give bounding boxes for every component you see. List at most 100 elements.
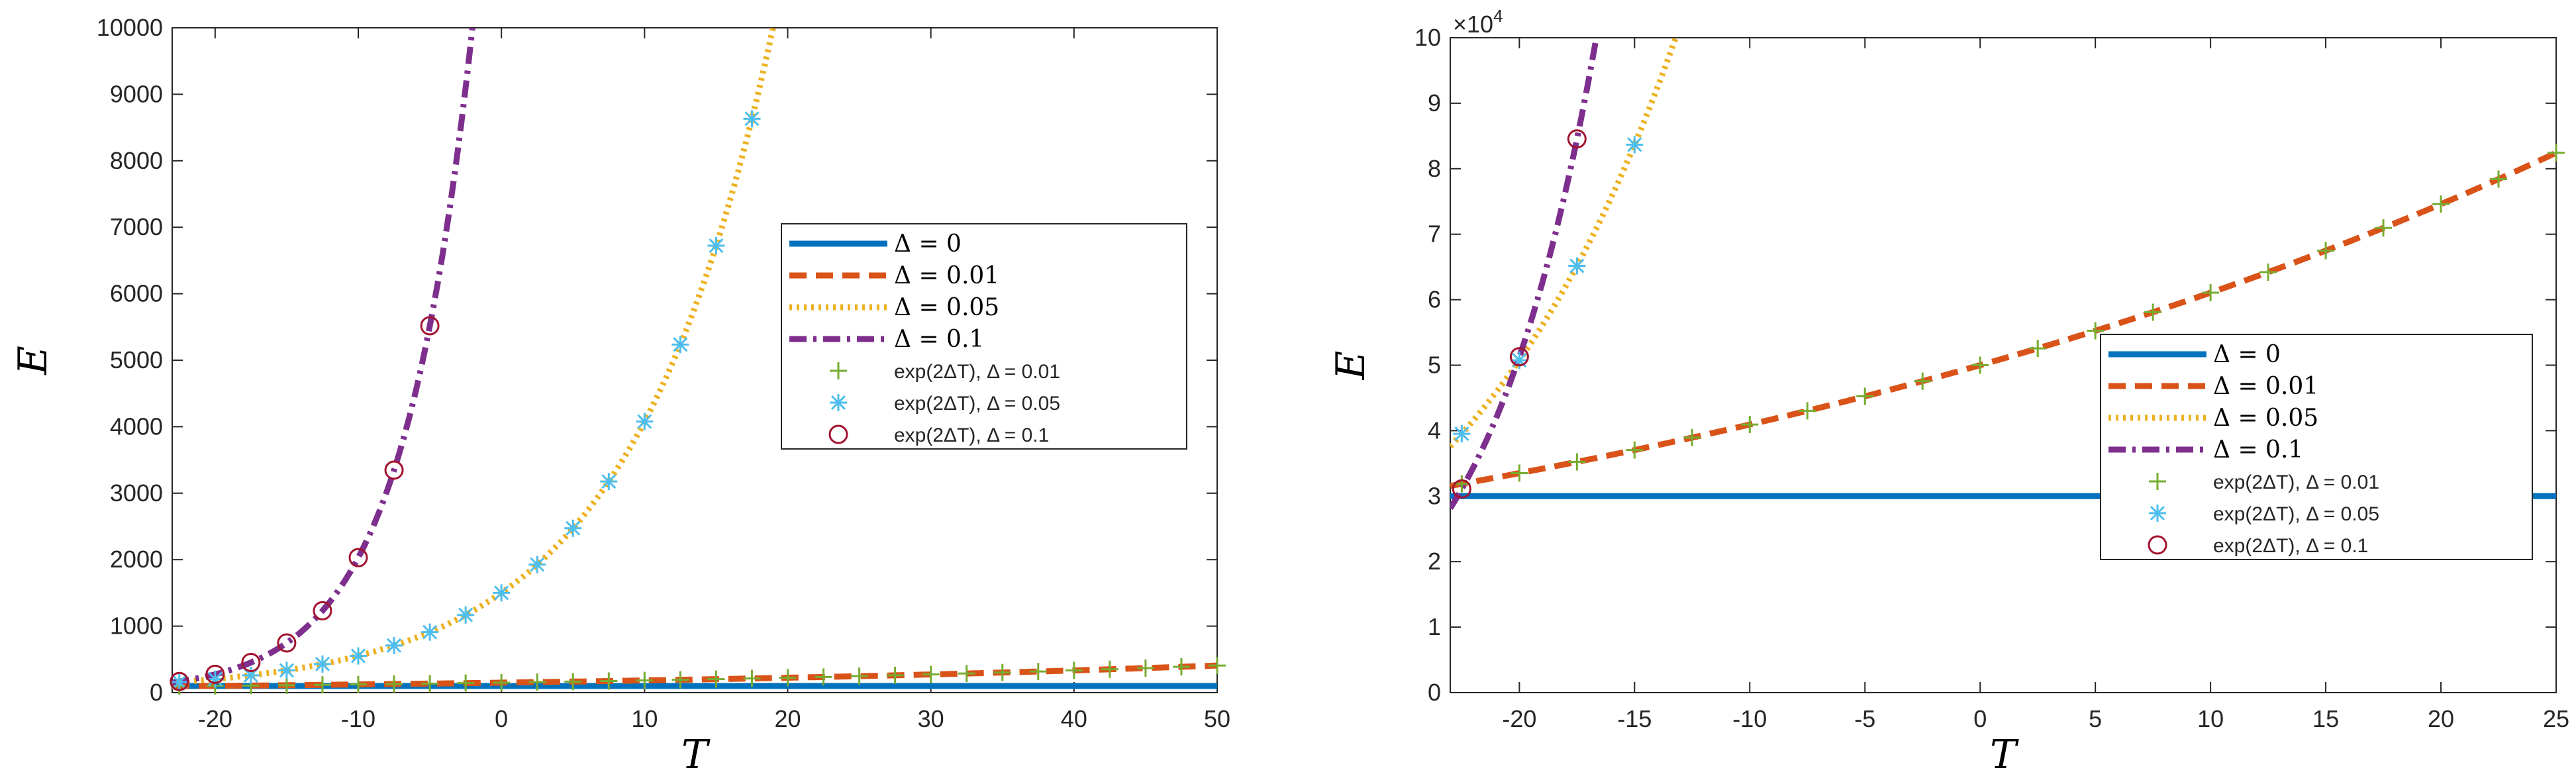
marker-plus [671,671,689,689]
marker-plus [779,669,797,687]
marker-plus [886,666,904,684]
y-exponent-label: ×104 [1453,6,1503,38]
marker-asterisk [421,623,439,641]
marker-asterisk [493,584,511,602]
y-tick-label: 4000 [110,413,163,440]
legend-label: Δ = 0.01 [894,262,999,289]
series-line-1 [172,662,1217,689]
series-line-3 [172,28,475,686]
legend-label: Δ = 0.05 [894,294,999,321]
y-tick-label: 0 [150,679,163,706]
marker-plus [2548,144,2565,162]
marker-plus [707,670,725,688]
marker-plus [1065,661,1083,679]
marker-plus [600,672,618,690]
marker-plus [1856,387,1874,405]
marker-plus [2317,242,2335,260]
legend-label: Δ = 0.01 [2213,373,2318,400]
marker-plus [1511,464,1528,482]
marker-circle [1509,347,1529,367]
x-tick-label: 0 [1973,705,1987,732]
x-axis-label: T [1990,732,2019,778]
marker-plus [277,676,295,694]
legend-marker-circle [828,424,848,444]
x-tick-label: -20 [1502,705,1536,732]
y-tick-label: 4 [1428,416,1441,444]
x-tick-label: -5 [1854,705,1875,732]
legend: Δ = 0 Δ = 0.01 Δ = 0.05 Δ = 0.1 exp(2ΔT), Δ … [781,223,1187,450]
marker-plus [2375,219,2393,237]
marker-plus [313,676,331,694]
marker-circle [348,548,368,567]
series-line-3 [1450,38,1600,511]
marker-plus [1029,663,1047,681]
marker-asterisk [242,666,260,684]
y-tick-label: 0 [1428,679,1441,706]
marker-circle [420,316,440,336]
marker-plus [457,674,475,692]
marker-asterisk [1511,352,1528,369]
x-tick-label: 5 [2089,705,2102,732]
legend-marker-asterisk [830,394,847,411]
marker-asterisk [170,673,188,691]
y-tick-label: 9000 [110,80,163,107]
x-tick-label: 20 [2428,705,2454,732]
x-tick-label: 30 [918,705,944,732]
y-tick-label: 7000 [110,213,163,240]
marker-asterisk [600,473,618,491]
marker-plus [564,673,582,691]
marker-asterisk [457,606,475,624]
marker-plus [2432,195,2450,213]
y-tick-label: 5000 [110,346,163,373]
marker-asterisk [277,661,295,679]
series-line-2 [1450,38,1679,449]
y-tick-label: 8 [1428,155,1441,182]
marker-circle [241,653,261,673]
x-tick-label: 50 [1204,705,1230,732]
y-tick-label: 1 [1428,613,1441,640]
y-tick-label: 6 [1428,286,1441,313]
legend-label: Δ = 0.05 [2213,405,2318,432]
marker-plus [1799,402,1816,420]
x-tick-label: -10 [1732,705,1767,732]
marker-plus [636,671,654,689]
legend-marker-plus [2149,473,2166,490]
marker-asterisk [350,647,368,665]
marker-plus [993,663,1011,681]
y-exponent-base: ×10 [1453,11,1493,38]
x-tick-label: 0 [495,705,508,732]
marker-plus [493,673,511,691]
legend-label: Δ = 0 [894,230,962,258]
marker-plus [1626,441,1644,459]
legend-label: exp(2ΔT), Δ = 0.1 [894,424,1049,446]
marker-plus [1914,372,1932,390]
legend-label: Δ = 0 [2213,341,2281,368]
legend-label: exp(2ΔT), Δ = 0.1 [2213,535,2368,557]
x-tick-label: -20 [198,705,232,732]
marker-asterisk [636,413,654,430]
marker-plus [1683,428,1701,446]
marker-plus [421,675,439,693]
marker-plus [2202,284,2220,302]
x-tick-label: 25 [2543,705,2569,732]
marker-asterisk [313,655,331,673]
y-tick-label: 10 [1414,24,1441,51]
y-tick-label: 9 [1428,89,1441,117]
marker-circle [205,664,225,684]
marker-asterisk [385,636,403,654]
y-exponent-power: 4 [1493,6,1503,26]
marker-plus [1101,660,1118,678]
y-tick-label: 7 [1428,220,1441,248]
legend: Δ = 0 Δ = 0.01 Δ = 0.05 Δ = 0.1 exp(2ΔT), Δ … [2100,334,2533,560]
y-tick-label: 10000 [97,14,163,41]
marker-asterisk [1568,257,1586,275]
marker-circle [277,633,297,653]
marker-plus [385,675,403,693]
legend-label: exp(2ΔT), Δ = 0.05 [894,393,1060,415]
marker-asterisk [564,519,582,537]
x-tick-label: 10 [2197,705,2224,732]
marker-plus [1172,658,1190,676]
marker-plus [528,673,546,691]
marker-plus [1971,356,1989,374]
